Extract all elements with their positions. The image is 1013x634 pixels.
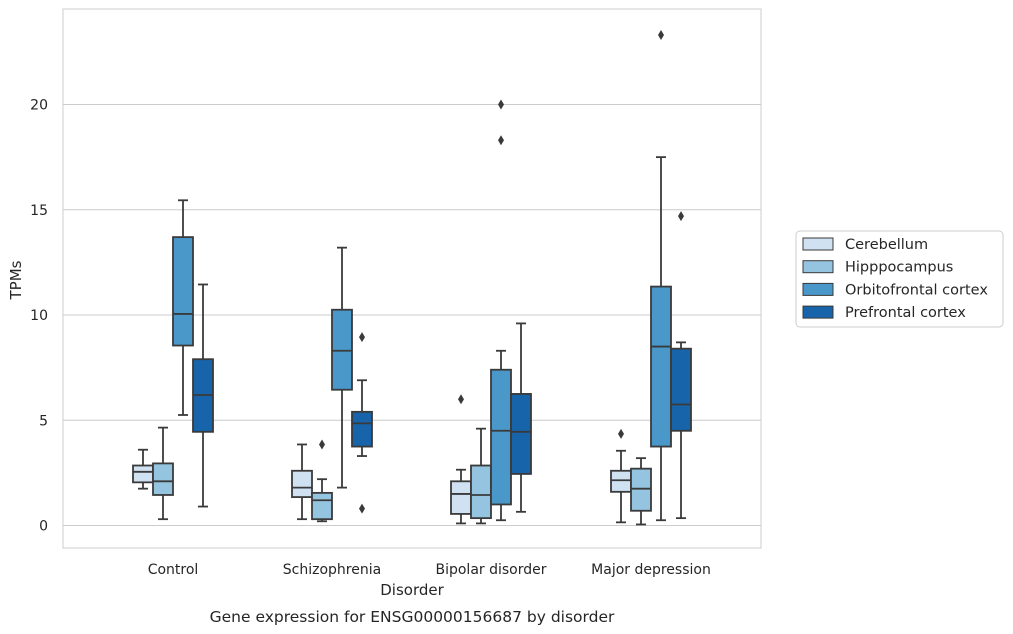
outlier-marker — [618, 428, 624, 439]
box-group — [351, 332, 373, 514]
outlier-marker — [359, 332, 365, 343]
legend-frame — [795, 230, 1004, 328]
legend-swatch — [802, 260, 834, 274]
x-axis-label: Disorder — [380, 581, 444, 599]
box-group — [311, 439, 333, 523]
box-group — [291, 443, 313, 521]
box — [331, 308, 353, 391]
y-tick-label: 15 — [30, 203, 48, 219]
plot-frame — [62, 8, 762, 549]
plot-area — [132, 30, 692, 526]
outlier-marker — [498, 135, 504, 146]
x-tick-label: Schizophrenia — [283, 562, 381, 578]
legend-swatch — [802, 237, 834, 251]
x-tick-label: Bipolar disorder — [435, 562, 546, 578]
box — [490, 368, 512, 506]
box — [610, 469, 632, 493]
box-group — [610, 428, 632, 524]
box — [650, 285, 672, 448]
box — [152, 462, 174, 496]
box-group — [152, 426, 174, 521]
box-group — [450, 394, 472, 525]
x-tick-label: Major depression — [591, 562, 711, 578]
y-tick-label: 20 — [30, 98, 48, 114]
legend-entry: Hipppocampus — [845, 260, 953, 276]
x-tick-label: Control — [148, 562, 199, 578]
box — [291, 469, 313, 498]
box-group — [132, 448, 154, 490]
legend: Cerebellum Hipppocampus Orbitofrontal cort… — [795, 230, 1004, 328]
box — [450, 480, 472, 515]
legend-entry: Prefrontal cortex — [845, 305, 966, 321]
legend-entry: Orbitofrontal cortex — [845, 282, 988, 298]
y-axis-label: TPMs — [7, 260, 25, 300]
box-group — [172, 199, 194, 416]
box — [670, 347, 692, 432]
outlier-marker — [678, 211, 684, 222]
box-group — [510, 322, 532, 513]
legend-swatch — [802, 282, 834, 296]
box-group — [192, 283, 214, 508]
box-group — [331, 246, 353, 489]
outlier-marker — [319, 439, 325, 450]
box-group — [630, 457, 652, 526]
box-group — [670, 211, 692, 520]
box — [630, 467, 652, 512]
box-group — [470, 427, 492, 525]
box — [172, 236, 194, 347]
figure-caption: Gene expression for ENSG00000156687 by d… — [210, 608, 615, 626]
box — [132, 464, 154, 484]
box — [470, 464, 492, 520]
legend-swatch — [802, 305, 834, 319]
y-axis-ticks: 0 5 10 15 20 — [30, 98, 48, 535]
box — [311, 491, 333, 521]
box — [351, 410, 373, 448]
legend-entry: Cerebellum — [845, 237, 928, 253]
box-group — [650, 30, 672, 522]
y-tick-label: 5 — [39, 413, 48, 429]
y-tick-label: 0 — [39, 519, 48, 535]
y-tick-label: 10 — [30, 308, 48, 324]
outlier-marker — [458, 394, 464, 405]
outlier-marker — [359, 503, 365, 514]
outlier-marker — [498, 99, 504, 110]
x-axis-ticks: Control Schizophrenia Bipolar disorder Majo… — [148, 562, 711, 578]
outlier-marker — [658, 30, 664, 41]
box-group — [490, 99, 512, 522]
box — [510, 393, 532, 475]
